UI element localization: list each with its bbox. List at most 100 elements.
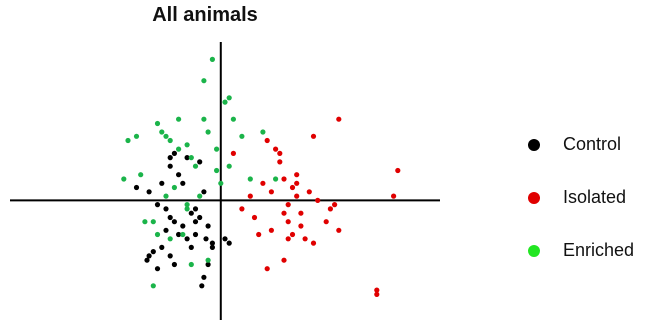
point-isolated-22: [302, 236, 308, 242]
point-isolated-28: [332, 202, 338, 208]
point-control-26: [205, 223, 211, 229]
point-isolated-34: [391, 193, 397, 199]
point-enriched-0: [209, 56, 215, 63]
data-points: [121, 56, 401, 297]
point-enriched-25: [154, 231, 161, 238]
point-enriched-28: [184, 206, 190, 212]
point-enriched-3: [125, 137, 131, 144]
point-control-25: [201, 189, 207, 195]
point-enriched-39: [171, 184, 177, 191]
point-isolated-26: [323, 219, 329, 225]
point-enriched-12: [201, 116, 207, 122]
point-enriched-20: [260, 129, 266, 135]
point-control-22: [184, 155, 190, 161]
point-control-34: [226, 240, 232, 246]
point-isolated-31: [281, 257, 287, 263]
point-isolated-6: [264, 137, 270, 144]
point-isolated-0: [230, 150, 236, 156]
legend: Control Isolated Enriched: [528, 118, 634, 277]
legend-marker-isolated: [528, 191, 540, 204]
point-control-33: [222, 236, 228, 242]
point-enriched-27: [167, 236, 173, 242]
point-control-28: [209, 240, 215, 246]
point-isolated-13: [281, 210, 287, 216]
legend-item-control: Control: [528, 118, 634, 171]
point-control-4: [163, 206, 169, 212]
point-control-36: [144, 257, 150, 263]
point-control-6: [163, 227, 169, 233]
point-enriched-1: [176, 116, 182, 122]
point-isolated-15: [285, 219, 291, 225]
point-isolated-23: [306, 189, 312, 195]
point-enriched-31: [205, 257, 211, 263]
point-control-37: [154, 266, 161, 272]
legend-item-isolated: Isolated: [528, 171, 634, 224]
point-enriched-16: [226, 95, 232, 101]
point-isolated-37: [310, 133, 317, 139]
point-enriched-6: [163, 133, 169, 139]
point-isolated-2: [247, 193, 253, 199]
point-isolated-32: [374, 287, 380, 293]
point-control-39: [192, 219, 199, 225]
point-isolated-4: [256, 231, 262, 238]
point-enriched-4: [154, 120, 161, 127]
legend-marker-control: [528, 138, 540, 151]
point-enriched-36: [121, 176, 127, 182]
point-enriched-2: [133, 133, 140, 139]
point-enriched-18: [239, 133, 245, 139]
point-control-24: [197, 214, 203, 221]
point-control-35: [146, 253, 152, 259]
point-enriched-17: [230, 116, 236, 122]
point-control-10: [184, 236, 190, 242]
point-isolated-27: [327, 206, 333, 212]
point-enriched-7: [167, 137, 173, 144]
point-enriched-29: [188, 261, 194, 268]
point-control-2: [159, 180, 165, 186]
point-isolated-24: [310, 240, 317, 246]
point-enriched-15: [222, 99, 228, 105]
point-enriched-21: [197, 193, 203, 199]
point-control-15: [167, 253, 173, 259]
point-isolated-10: [277, 159, 283, 165]
legend-label-control: Control: [563, 134, 622, 154]
point-control-9: [180, 223, 186, 229]
legend-item-enriched: Enriched: [528, 224, 634, 277]
point-isolated-17: [289, 231, 296, 238]
point-isolated-29: [336, 227, 342, 233]
point-control-19: [167, 163, 173, 169]
point-control-13: [150, 249, 156, 255]
point-enriched-23: [163, 193, 169, 199]
point-control-18: [171, 150, 177, 156]
point-enriched-22: [184, 202, 190, 208]
point-enriched-26: [142, 219, 148, 225]
point-control-20: [176, 172, 182, 178]
point-control-11: [188, 244, 194, 250]
point-enriched-11: [192, 163, 199, 169]
legend-marker-enriched: [528, 244, 540, 257]
point-control-17: [167, 155, 173, 161]
point-isolated-7: [268, 189, 274, 195]
point-enriched-37: [201, 78, 207, 84]
point-control-14: [159, 244, 165, 250]
point-isolated-12: [281, 176, 287, 182]
point-isolated-5: [260, 180, 266, 186]
point-enriched-33: [273, 176, 279, 182]
point-enriched-24: [150, 219, 156, 225]
point-control-32: [209, 244, 215, 250]
point-isolated-11: [277, 150, 283, 156]
point-isolated-39: [285, 236, 291, 242]
point-enriched-14: [214, 146, 220, 152]
point-control-30: [201, 274, 207, 280]
point-isolated-36: [336, 116, 342, 122]
point-control-29: [205, 261, 211, 268]
point-control-0: [133, 184, 140, 191]
point-isolated-14: [285, 202, 291, 208]
point-isolated-8: [268, 227, 274, 233]
point-enriched-13: [205, 129, 211, 135]
point-enriched-38: [214, 167, 220, 174]
point-control-23: [192, 206, 199, 212]
point-enriched-35: [138, 172, 144, 178]
point-control-27: [203, 236, 209, 242]
point-isolated-9: [273, 146, 279, 152]
